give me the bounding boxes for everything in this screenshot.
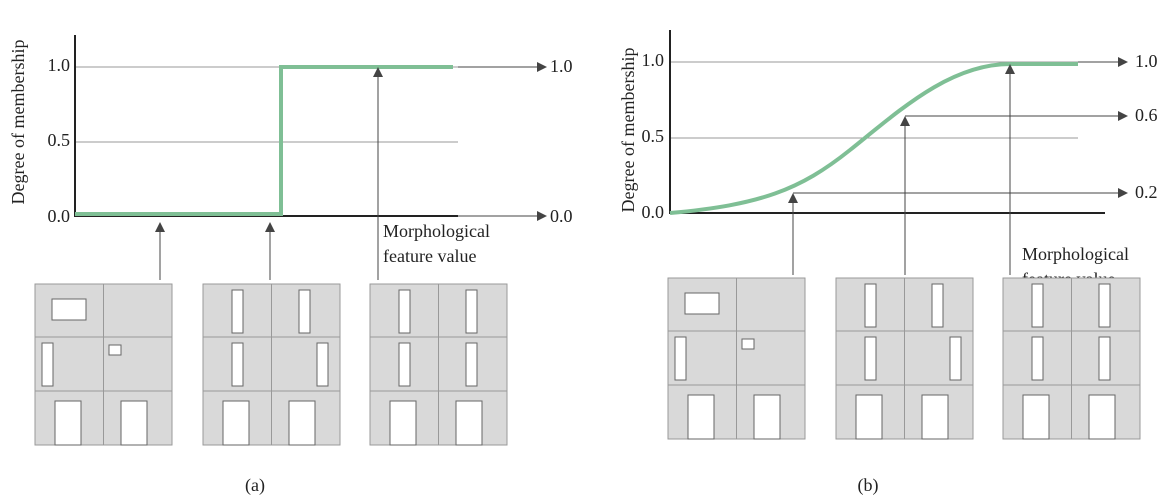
facade [370, 284, 507, 445]
x-axis-label: Morphological [1022, 244, 1129, 264]
facade [1003, 278, 1140, 439]
caption: (b) [858, 475, 879, 496]
y-tick-label: 1.0 [642, 50, 665, 70]
y-tick-label: 0.0 [642, 202, 665, 222]
output-label: 0.0 [550, 206, 573, 226]
facade [203, 284, 340, 445]
output-label: 1.0 [1135, 51, 1158, 71]
output-label: 0.2 [1135, 182, 1158, 202]
figure: Degree of membership 1.0 0.5 0.0 1.0 0.0… [0, 0, 1174, 502]
x-axis-label: Morphological [383, 221, 490, 241]
facade [668, 278, 805, 439]
facade [836, 278, 973, 439]
output-label: 0.6 [1135, 105, 1158, 125]
membership-curve [75, 67, 453, 214]
x-axis-label: feature value [383, 246, 476, 266]
panel-a: Degree of membership 1.0 0.5 0.0 1.0 0.0… [8, 35, 572, 496]
y-tick-label: 0.5 [48, 130, 71, 150]
caption: (a) [245, 475, 265, 496]
output-label: 1.0 [550, 56, 573, 76]
y-tick-label: 0.5 [642, 126, 665, 146]
y-axis-label: Degree of membership [8, 40, 28, 205]
facade [35, 284, 172, 445]
panel-b: Degree of membership 1.0 0.5 0.0 1.0 0.6… [618, 30, 1157, 496]
y-axis-label: Degree of membership [618, 48, 638, 213]
y-tick-label: 0.0 [48, 206, 71, 226]
y-tick-label: 1.0 [48, 55, 71, 75]
